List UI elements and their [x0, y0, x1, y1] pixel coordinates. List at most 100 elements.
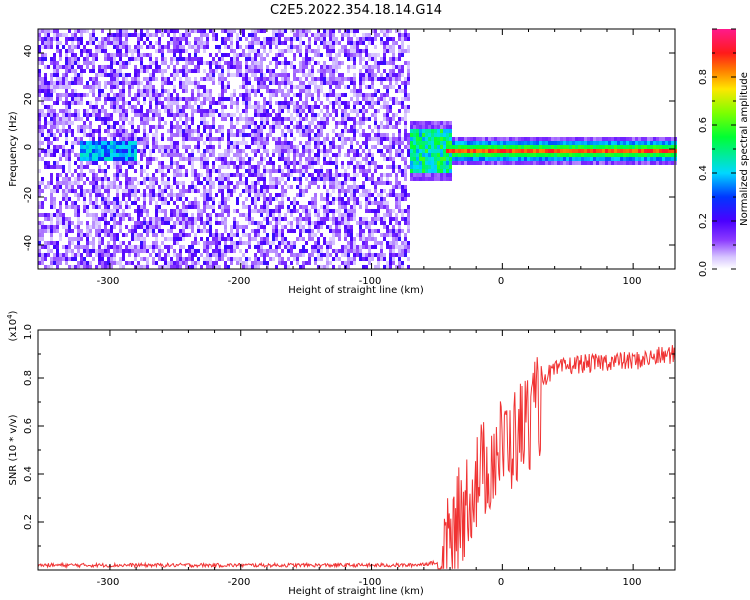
spectrogram-cell [113, 197, 116, 201]
spectrogram-cell [326, 93, 329, 97]
spectrogram-cell [56, 149, 59, 153]
spectrogram-cell [119, 29, 122, 33]
spectrogram-cell [425, 149, 428, 153]
spectrogram-cell [356, 129, 359, 133]
spectrogram-cell [242, 241, 245, 245]
spectrogram-cell [62, 121, 65, 125]
spectrogram-cell [293, 73, 296, 77]
spectrogram-cell [122, 241, 125, 245]
spectrogram-cell [38, 233, 41, 237]
spectrogram-cell [248, 97, 251, 101]
spectrogram-cell [434, 169, 437, 173]
spectrogram-cell [362, 141, 365, 145]
spectrogram-cell [323, 205, 326, 209]
spectrogram-cell [356, 149, 359, 153]
spectrogram-cell [137, 181, 140, 185]
spectrogram-cell [389, 265, 392, 269]
spectrogram-cell [101, 209, 104, 213]
spectrogram-cell [428, 165, 431, 169]
spectrogram-cell [128, 73, 131, 77]
spectrogram-cell [272, 153, 275, 157]
spectrogram-cell [191, 249, 194, 253]
spectrogram-cell [332, 189, 335, 193]
spectrogram-cell [257, 125, 260, 129]
spectrogram-cell [95, 253, 98, 257]
spectrogram-cell [266, 205, 269, 209]
spectrogram-cell [41, 229, 44, 233]
spectrogram-cell [194, 85, 197, 89]
spectrogram-cell [248, 217, 251, 221]
spectrogram-cell [227, 237, 230, 241]
spectrogram-cell [419, 177, 422, 181]
spectrogram-cell [257, 169, 260, 173]
spectrogram-cell [95, 153, 98, 157]
spectrogram-cell [173, 45, 176, 49]
spectrogram-cell [353, 249, 356, 253]
spectrogram-cell [194, 265, 197, 269]
spectrogram-cell [131, 229, 134, 233]
spectrogram-cell [323, 41, 326, 45]
spectrogram-cell [377, 261, 380, 265]
spectrogram-cell [254, 41, 257, 45]
spectrogram-cell [359, 93, 362, 97]
spectrogram-cell [401, 249, 404, 253]
spectrogram-cell [161, 165, 164, 169]
spectrogram-cell [299, 205, 302, 209]
spectrogram-cell [62, 257, 65, 261]
spectrogram-cell [107, 165, 110, 169]
spectrogram-cell [179, 265, 182, 269]
spectrogram-cell [200, 37, 203, 41]
spectrogram-cell [95, 57, 98, 61]
spectrogram-cell [266, 241, 269, 245]
spectrogram-cell [110, 233, 113, 237]
spectrogram-cell [236, 145, 239, 149]
spectrogram-cell [281, 93, 284, 97]
spectrogram-cell [158, 185, 161, 189]
spectrogram-cell [167, 65, 170, 69]
spectrogram-cell [371, 161, 374, 165]
spectrogram-cell [365, 221, 368, 225]
spectrogram-cell [377, 101, 380, 105]
spectrogram-cell [167, 81, 170, 85]
spectrogram-cell [389, 253, 392, 257]
spectrogram-cell [173, 161, 176, 165]
spectrogram-cell [170, 129, 173, 133]
spectrogram-cell [50, 129, 53, 133]
spectrogram-cell [71, 89, 74, 93]
spectrogram-cell [338, 77, 341, 81]
spectrogram-cell [323, 121, 326, 125]
spectrogram-cell [110, 81, 113, 85]
spectrogram-cell [401, 137, 404, 141]
spectrogram-cell [50, 77, 53, 81]
spectrogram-cell [353, 241, 356, 245]
spectrogram-cell [317, 253, 320, 257]
spectrogram-cell [206, 73, 209, 77]
spectrogram-cell [119, 205, 122, 209]
spectrogram-cell [167, 169, 170, 173]
spectrogram-cell [206, 133, 209, 137]
spectrogram-cell [308, 213, 311, 217]
spectrogram-cell [200, 109, 203, 113]
spectrogram-cell [398, 129, 401, 133]
spectrogram-cell [107, 129, 110, 133]
spectrogram-cell [281, 145, 284, 149]
spectrogram-cell [398, 53, 401, 57]
spectrogram-cell [251, 41, 254, 45]
spectrogram-cell [89, 89, 92, 93]
spectrogram-cell [233, 29, 236, 33]
spectrogram-cell [176, 101, 179, 105]
spectrogram-cell [38, 201, 41, 205]
spectrogram-cell [272, 117, 275, 121]
spectrogram-cell [155, 241, 158, 245]
spectrogram-cell [353, 85, 356, 89]
spectrogram-cell [194, 65, 197, 69]
spectrogram-cell [368, 169, 371, 173]
spectrogram-cell [101, 117, 104, 121]
spectrogram-cell [173, 89, 176, 93]
spectrogram-cell [125, 233, 128, 237]
spectrogram-cell [191, 133, 194, 137]
spectrogram-cell [194, 109, 197, 113]
spectrogram-cell [170, 57, 173, 61]
spectrogram-cell [56, 37, 59, 41]
spectrogram-cell [290, 37, 293, 41]
